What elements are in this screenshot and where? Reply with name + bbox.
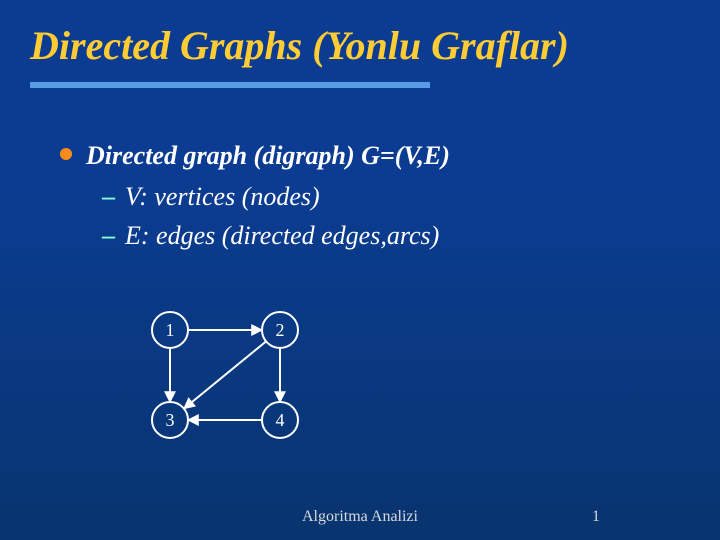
slide: Directed Graphs (Yonlu Graflar) Directed… <box>0 0 720 540</box>
body-content: Directed graph (digraph) G=(V,E) – V: ve… <box>60 138 680 257</box>
graph-node-label: 2 <box>276 320 285 340</box>
graph-node-label: 1 <box>166 320 175 340</box>
graph-node-label: 4 <box>276 410 285 430</box>
dash-icon: – <box>102 218 115 253</box>
graph-node-label: 3 <box>166 410 175 430</box>
sub-bullet-1: – V: vertices (nodes) <box>102 179 680 214</box>
bullet-icon <box>60 148 72 160</box>
slide-title: Directed Graphs (Yonlu Graflar) <box>30 22 569 69</box>
page-number: 1 <box>592 508 600 526</box>
footer-text: Algoritma Analizi <box>0 508 720 526</box>
graph-svg: 1 2 3 4 <box>130 300 350 470</box>
bullet-main-row: Directed graph (digraph) G=(V,E) <box>60 138 680 173</box>
graph-diagram: 1 2 3 4 <box>130 300 350 470</box>
sub-bullet-2: – E: edges (directed edges,arcs) <box>102 218 680 253</box>
sub-bullet-1-text: V: vertices (nodes) <box>125 179 320 214</box>
edge <box>184 341 266 408</box>
bullet-main-text: Directed graph (digraph) G=(V,E) <box>86 138 450 173</box>
sub-bullet-2-text: E: edges (directed edges,arcs) <box>125 218 439 253</box>
title-underline <box>30 82 430 88</box>
dash-icon: – <box>102 179 115 214</box>
